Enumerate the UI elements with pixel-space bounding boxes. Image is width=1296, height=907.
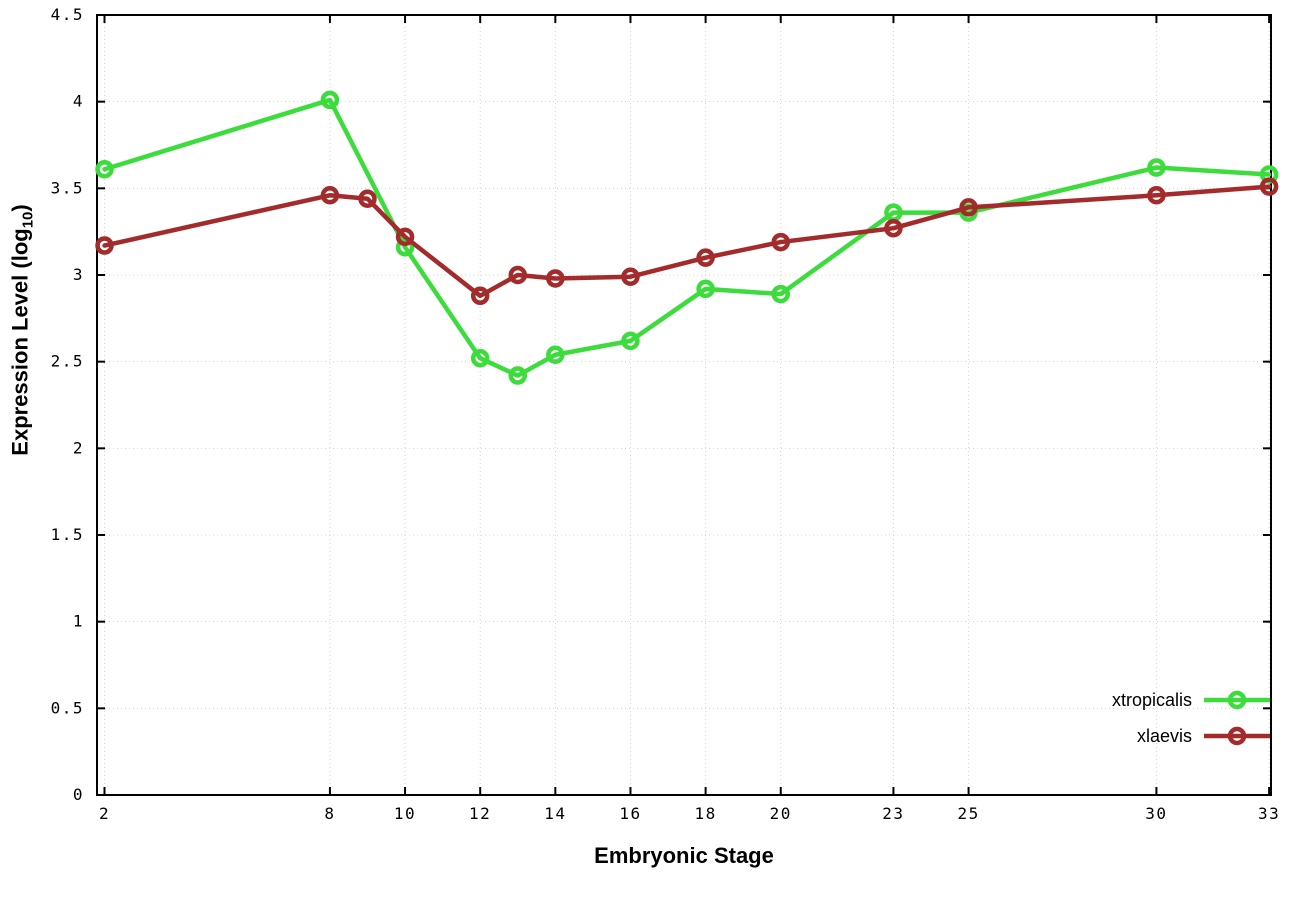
legend-line-sample-xlaevis bbox=[1204, 726, 1270, 746]
legend-label-xlaevis: xlaevis bbox=[1136, 725, 1192, 746]
y-axis-title-end: ) bbox=[7, 204, 33, 212]
data-point-marker bbox=[358, 189, 377, 208]
legend-item-xtropicalis: xtropicalis bbox=[1112, 683, 1272, 717]
data-point-marker bbox=[546, 345, 565, 364]
x-tick-label: 10 bbox=[394, 804, 416, 823]
x-tick-label: 18 bbox=[694, 804, 716, 823]
data-point-marker bbox=[1147, 186, 1166, 205]
data-point-marker bbox=[395, 238, 415, 257]
data-point-marker bbox=[1147, 158, 1166, 177]
x-tick-label: 20 bbox=[770, 804, 792, 823]
x-tick-label: 12 bbox=[469, 804, 491, 823]
y-tick-label: 3 bbox=[73, 265, 84, 284]
y-tick-label: 4 bbox=[73, 92, 84, 111]
data-point-marker bbox=[771, 284, 790, 304]
data-point-marker bbox=[395, 227, 415, 247]
series-line-xtropicalis bbox=[102, 97, 1272, 378]
y-axis-title-main: Expression Level (log bbox=[7, 228, 33, 456]
legend-line-sample-xtropicalis bbox=[1204, 690, 1270, 710]
y-tick-label: 2 bbox=[73, 438, 84, 457]
data-point-marker bbox=[959, 198, 978, 217]
data-point-marker bbox=[320, 90, 340, 110]
data-point-marker bbox=[621, 267, 640, 286]
y-tick-label: 1 bbox=[73, 612, 84, 631]
data-point-marker bbox=[771, 232, 790, 252]
y-tick-label: 3.5 bbox=[51, 178, 84, 197]
data-point-marker bbox=[95, 236, 114, 255]
tick-labels: 2 8 10 12 14 16 18 20 23 25 30 33 0 0.5 1 1.5 2 2.5 3 3.5 4 4… bbox=[51, 5, 1280, 823]
x-axis-title: Embryonic Stage bbox=[594, 843, 774, 868]
data-point-marker bbox=[1259, 177, 1279, 196]
data-point-marker bbox=[546, 269, 565, 288]
data-point-marker bbox=[884, 218, 903, 238]
y-tick-label: 0 bbox=[73, 785, 84, 804]
data-point-marker bbox=[696, 279, 715, 299]
y-tick-label: 1.5 bbox=[51, 525, 84, 544]
data-point-marker bbox=[95, 160, 114, 179]
y-tick-label: 0.5 bbox=[51, 698, 84, 717]
x-tick-label: 25 bbox=[957, 804, 979, 823]
x-tick-label: 14 bbox=[544, 804, 566, 823]
gridlines bbox=[97, 14, 1271, 796]
y-tick-label: 2.5 bbox=[51, 352, 84, 371]
x-tick-label: 23 bbox=[882, 804, 904, 823]
series-line-xlaevis bbox=[102, 184, 1272, 299]
x-tick-label: 30 bbox=[1145, 804, 1167, 823]
x-tick-label: 16 bbox=[619, 804, 641, 823]
series-xlaevis bbox=[95, 177, 1279, 306]
x-tick-label: 8 bbox=[324, 804, 335, 823]
x-tick-label: 33 bbox=[1258, 804, 1280, 823]
y-tick-label: 4.5 bbox=[51, 5, 84, 24]
data-point-marker bbox=[470, 286, 490, 306]
data-point-marker bbox=[621, 331, 640, 351]
data-point-marker bbox=[320, 186, 340, 205]
legend-item-xlaevis: xlaevis bbox=[1112, 719, 1272, 753]
data-point-marker bbox=[508, 265, 528, 285]
data-point-marker bbox=[508, 366, 528, 385]
y-axis-title-sub: 10 bbox=[19, 211, 37, 229]
legend: xtropicalis xlaevis bbox=[1112, 683, 1272, 753]
tick-marks bbox=[97, 14, 1271, 796]
legend-label-xtropicalis: xtropicalis bbox=[1111, 689, 1192, 710]
data-point-marker bbox=[696, 248, 715, 267]
series-xtropicalis bbox=[95, 90, 1279, 385]
y-axis-title: Expression Level (log10) bbox=[7, 204, 36, 455]
plot-border bbox=[96, 14, 1272, 796]
data-point-marker bbox=[470, 348, 490, 368]
x-tick-label: 2 bbox=[99, 804, 110, 823]
